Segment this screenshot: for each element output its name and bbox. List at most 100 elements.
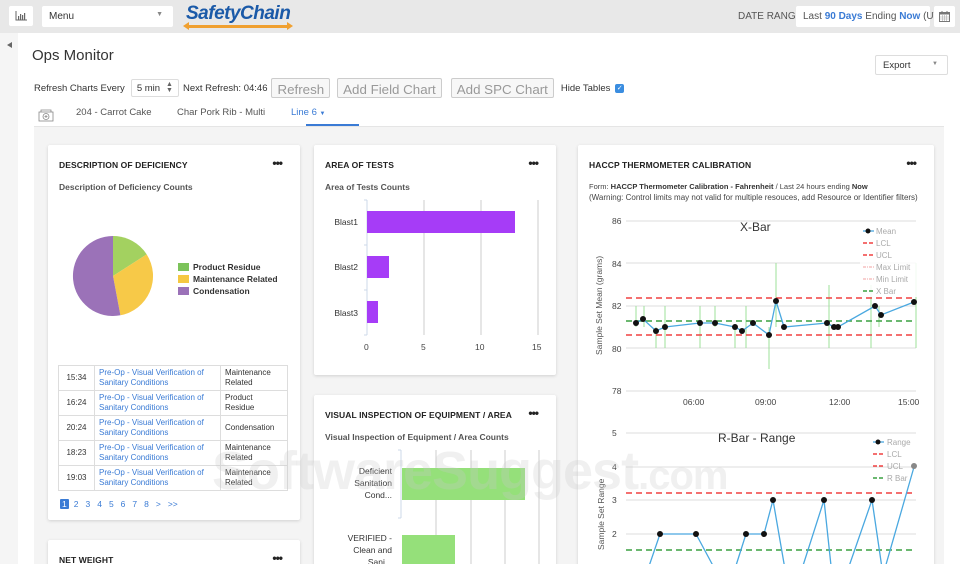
svg-text:86: 86 [612, 216, 622, 226]
svg-text:Mean: Mean [876, 227, 896, 236]
page-5[interactable]: 5 [108, 499, 114, 509]
x-tick: 15 [532, 342, 542, 352]
logo-text: SafetyChain [186, 3, 291, 24]
refresh-button[interactable]: Refresh [271, 78, 331, 98]
x-tick: 0 [364, 342, 369, 352]
calendar-icon [939, 11, 950, 22]
date-range-now: Now [899, 11, 921, 22]
legend-label: Product Residue [193, 262, 261, 272]
calendar-button[interactable] [934, 6, 955, 27]
export-label: Export [883, 60, 911, 71]
tab-bar: 204 - Carrot Cake Char Pork Rib - Multi … [36, 104, 944, 126]
net-weight-card: NET WEIGHT ••• [48, 540, 300, 564]
more-options-icon[interactable]: ••• [272, 156, 283, 170]
more-options-icon[interactable]: ••• [272, 551, 283, 564]
svg-text:4: 4 [612, 462, 617, 472]
refresh-interval-label: Refresh Charts Every [34, 82, 125, 94]
more-options-icon[interactable]: ••• [528, 156, 539, 170]
tabs-divider [34, 126, 944, 127]
chevron-down-icon: ▼ [319, 111, 326, 117]
page-1[interactable]: 1 [60, 499, 69, 509]
svg-text:LCL: LCL [887, 450, 902, 459]
deficiency-table: 15:34 Pre-Op - Visual Verification of Sa… [58, 365, 288, 491]
menu-label: Menu [49, 11, 75, 22]
haccp-card: HACCP THERMOMETER CALIBRATION ••• Form: … [578, 145, 934, 564]
area-of-tests-bar-chart[interactable] [314, 145, 556, 375]
add-spc-chart-button[interactable]: Add SPC Chart [450, 78, 554, 98]
date-range-prefix: Last [803, 11, 825, 22]
hide-tables-checkbox[interactable]: ✓ [615, 83, 625, 93]
menu-dropdown[interactable]: Menu ▼ [42, 6, 173, 27]
svg-text:82: 82 [612, 301, 622, 311]
dashboard-button[interactable] [9, 6, 33, 26]
form-now: Now [851, 182, 868, 191]
form-link[interactable]: Pre-Op - Visual Verification of Sanitary… [94, 440, 221, 466]
chart-subtitle: Description of Deficiency Counts [59, 182, 193, 192]
chevron-down-icon: ▼ [156, 11, 163, 18]
form-link[interactable]: Pre-Op - Visual Verification of Sanitary… [94, 465, 221, 491]
legend-swatch [178, 287, 189, 295]
tab-char-pork-rib[interactable]: Char Pork Rib - Multi [177, 107, 266, 118]
page-8[interactable]: 8 [144, 499, 149, 509]
form-range: / Last 24 hours ending [773, 182, 852, 191]
top-bar: Menu ▼ SafetyChain DATE RANGE Last 90 Da… [0, 0, 960, 33]
page-3[interactable]: 3 [85, 499, 91, 509]
svg-text:Max Limit: Max Limit [876, 263, 911, 272]
svg-text:Sample Set Mean (grams): Sample Set Mean (grams) [594, 256, 604, 355]
form-link[interactable]: Pre-Op - Visual Verification of Sanitary… [94, 415, 221, 441]
xbar-chart[interactable]: 86 84 82 80 78 06:00 09:00 12:00 15:00 S… [578, 145, 934, 564]
table-row: 15:34 Pre-Op - Visual Verification of Sa… [58, 365, 288, 391]
legend-item-product-residue[interactable]: Product Residue [178, 261, 278, 273]
refresh-interval-value: 5 min [136, 82, 161, 94]
collapse-sidebar-icon[interactable] [7, 42, 12, 48]
bar-chart-icon [15, 11, 27, 21]
svg-text:15:00: 15:00 [898, 397, 920, 407]
description-cell: Product Residue [220, 390, 288, 416]
date-range-selector[interactable]: Last 90 Days Ending Now (UTC) [796, 6, 950, 27]
date-range-mid: Ending [862, 11, 900, 22]
svg-text:5: 5 [612, 428, 617, 438]
tab-line-6[interactable]: Line 6 ▼ [291, 107, 325, 118]
table-row: 18:23 Pre-Op - Visual Verification of Sa… [58, 440, 288, 466]
svg-text:Range: Range [887, 438, 911, 447]
toolbar: Refresh Charts Every 5 min ▲ ▼ Next Refre… [34, 78, 625, 98]
tab-carrot-cake[interactable]: 204 - Carrot Cake [76, 107, 152, 118]
table-row: 16:24 Pre-Op - Visual Verification of Sa… [58, 390, 288, 416]
description-cell: Condensation [220, 415, 288, 441]
legend-item-condensation[interactable]: Condensation [178, 285, 278, 297]
x-tick: 10 [475, 342, 485, 352]
page-6[interactable]: 6 [120, 499, 126, 509]
deficiency-pie-chart[interactable] [72, 235, 154, 317]
next-page[interactable]: > [155, 499, 161, 509]
last-page[interactable]: >> [167, 499, 178, 509]
deficiency-card: DESCRIPTION OF DEFICIENCY ••• Descriptio… [48, 145, 300, 520]
page-2[interactable]: 2 [73, 499, 79, 509]
export-dropdown[interactable]: Export ▼ [875, 55, 948, 75]
legend-label: Condensation [193, 286, 250, 296]
x-tick: 5 [421, 342, 426, 352]
refresh-interval-select[interactable]: 5 min ▲ ▼ [130, 79, 179, 97]
bar-label: Deficient Sanitation Cond... [354, 466, 392, 500]
more-options-icon[interactable]: ••• [906, 156, 917, 170]
next-refresh-text: Next Refresh: 04:46 [182, 82, 268, 94]
card-title: NET WEIGHT [59, 555, 114, 564]
svg-text:3: 3 [612, 495, 617, 505]
svg-text:Min Limit: Min Limit [876, 275, 909, 284]
spinner-icon: ▲ ▼ [166, 81, 173, 94]
page-4[interactable]: 4 [97, 499, 102, 509]
page-7[interactable]: 7 [132, 499, 138, 509]
table-row: 19:03 Pre-Op - Visual Verification of Sa… [58, 465, 288, 491]
form-link[interactable]: Pre-Op - Visual Verification of Sanitary… [94, 390, 221, 416]
chevron-down-icon: ▼ [932, 61, 938, 67]
add-field-chart-button[interactable]: Add Field Chart [337, 78, 442, 98]
pie-legend: Product Residue Maintenance Related Cond… [178, 261, 278, 297]
legend-label: Maintenance Related [193, 274, 278, 284]
legend-item-maintenance-related[interactable]: Maintenance Related [178, 273, 278, 285]
area-of-tests-card: AREA OF TESTS ••• Area of Tests Counts B… [314, 145, 556, 375]
form-link[interactable]: Pre-Op - Visual Verification of Sanitary… [94, 365, 221, 391]
safetychain-logo[interactable]: SafetyChain [183, 3, 293, 30]
visual-inspection-bar-chart[interactable] [314, 395, 556, 564]
add-tab-icon[interactable] [38, 108, 56, 122]
more-options-icon[interactable]: ••• [528, 406, 539, 420]
svg-text:06:00: 06:00 [683, 397, 705, 407]
